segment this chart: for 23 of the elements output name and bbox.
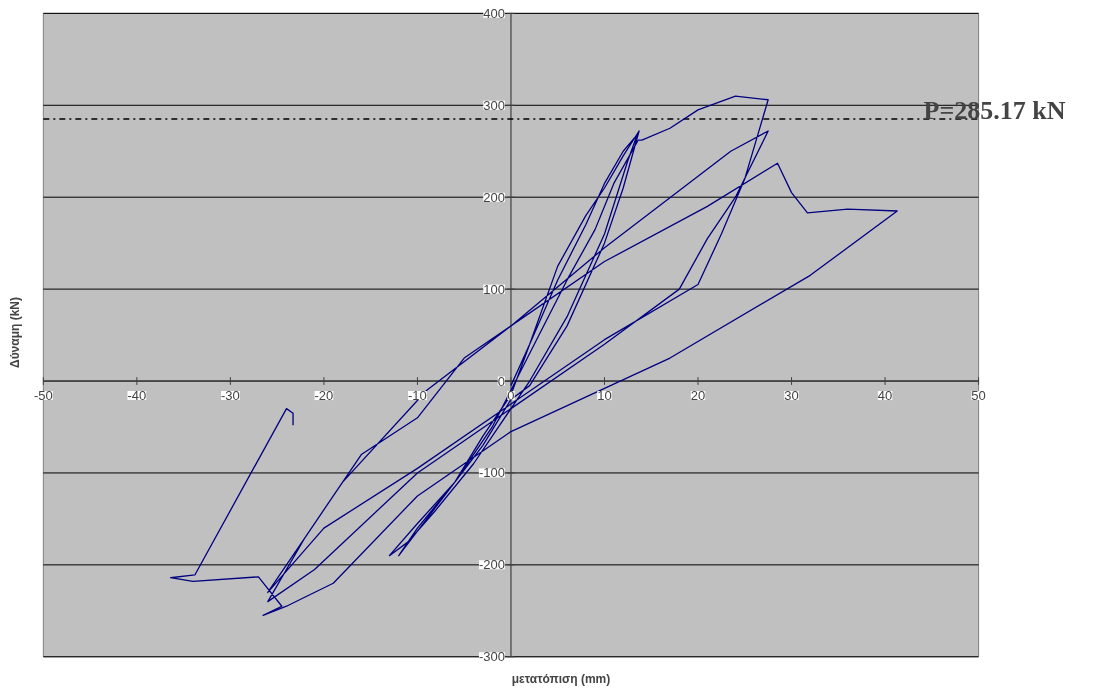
x-tick-label: 50 bbox=[971, 388, 986, 404]
x-tick-label: 30 bbox=[784, 388, 799, 404]
y-tick-label: 200 bbox=[483, 189, 505, 205]
x-tick-label: -40 bbox=[127, 388, 147, 404]
x-tick-label: 0 bbox=[507, 388, 515, 404]
x-tick-label: 40 bbox=[877, 388, 893, 404]
y-tick-label: 400 bbox=[483, 5, 505, 21]
y-tick-label: 0 bbox=[497, 373, 505, 389]
y-tick-label: 300 bbox=[483, 97, 505, 113]
y-tick-label: 100 bbox=[483, 281, 505, 297]
y-tick-label: -300 bbox=[478, 649, 505, 665]
ref-line-label: P=285.17 kN bbox=[923, 96, 1066, 126]
x-axis-title: μετατόπιση (mm) bbox=[511, 671, 611, 686]
x-tick-label: -20 bbox=[314, 388, 334, 404]
y-axis-title: Δύναμη (kN) bbox=[7, 297, 22, 368]
x-tick-label: 20 bbox=[690, 388, 706, 404]
x-tick-label: -30 bbox=[220, 388, 240, 404]
y-tick-label: -100 bbox=[478, 465, 505, 481]
x-tick-label: -10 bbox=[408, 388, 427, 404]
y-tick-label: -200 bbox=[478, 557, 505, 573]
x-tick-label: 10 bbox=[597, 388, 612, 404]
x-tick-label: -50 bbox=[33, 388, 53, 404]
line-series bbox=[169, 95, 898, 617]
